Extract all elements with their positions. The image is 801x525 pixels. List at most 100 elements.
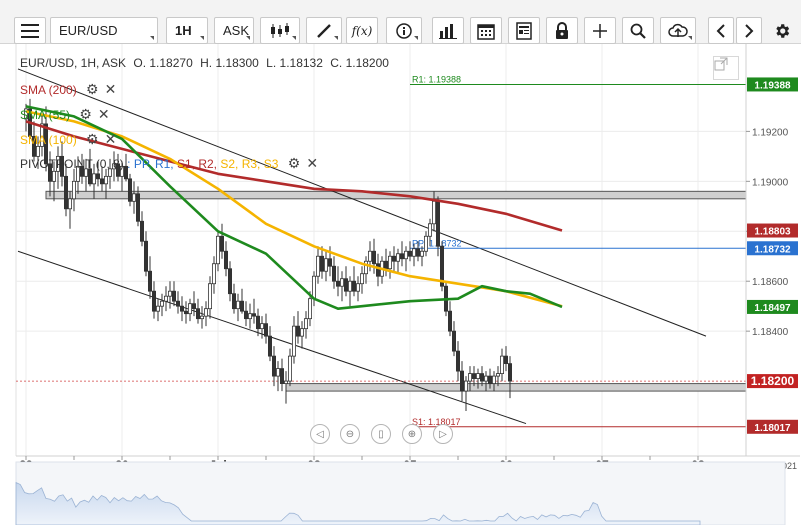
settings-gear-icon[interactable]: ⚙ (86, 81, 99, 97)
candle-body (307, 298, 312, 320)
calendar-icon[interactable] (470, 17, 502, 44)
candle-body (283, 380, 288, 384)
indicator-sma200[interactable]: SMA (200) ⚙ ✕ (20, 81, 116, 98)
arrow-right-icon[interactable] (736, 17, 762, 44)
candle-body (239, 300, 244, 312)
settings-gear-icon[interactable] (768, 17, 796, 44)
scroll-right-icon[interactable]: ▷ (433, 424, 453, 444)
menu-icon[interactable] (14, 17, 46, 44)
candle-body (415, 248, 420, 257)
zoom-icon[interactable] (622, 17, 654, 44)
candle-body (211, 263, 216, 285)
candle-body (60, 155, 65, 177)
candle-body (407, 250, 412, 257)
candle-body (104, 175, 109, 185)
candle-body (80, 165, 85, 177)
pivot-component: R1, (154, 157, 177, 171)
bar-volume-icon[interactable] (432, 17, 464, 44)
candle-body (431, 200, 436, 225)
candle-body (371, 250, 376, 265)
navigator-series (15, 481, 701, 525)
function-label: f(x) (351, 23, 373, 38)
chevron-down-icon (150, 36, 154, 40)
candle-body (155, 305, 160, 312)
candle-body (339, 278, 344, 287)
pivot-component: S3 (263, 157, 279, 171)
price-label: 1.18732 (754, 244, 791, 255)
candle-body (363, 260, 368, 275)
y-tick-label: 1.18600 (752, 277, 789, 288)
zoom-out-icon[interactable]: ⊖ (340, 424, 360, 444)
candle-body (295, 325, 300, 337)
cloud-upload-icon[interactable] (660, 17, 696, 44)
settings-gear-icon[interactable]: ⚙ (287, 155, 301, 171)
candle-body (76, 165, 81, 182)
candle-body (227, 268, 232, 295)
candle-body (475, 373, 480, 379)
y-tick-label: 1.19200 (752, 127, 789, 138)
timeframe-select[interactable]: 1H (166, 17, 208, 44)
symbol-select[interactable]: EUR/USD (50, 17, 158, 44)
symbol-line: EUR/USD, 1H, ASK (20, 56, 127, 70)
indicator-sma100[interactable]: SMA (100) ⚙ ✕ (20, 131, 116, 148)
candle-body (319, 255, 324, 272)
lock-icon[interactable] (546, 17, 578, 44)
settings-gear-icon[interactable]: ⚙ (79, 106, 92, 122)
indicator-label: SMA (200) (20, 83, 77, 97)
candle-body (419, 250, 424, 257)
price-chart[interactable]: R1: 1.19388 PP: 1.18732 S1: 1.18017 1.1920… (0, 44, 801, 525)
chevron-down-icon (334, 36, 338, 40)
candle-body (64, 175, 69, 210)
candle-body (219, 235, 224, 252)
info-icon[interactable] (386, 17, 422, 44)
chevron-down-icon (200, 36, 204, 40)
indicator-sma55[interactable]: SMA (55) ⚙ ✕ (20, 106, 110, 123)
zoom-in-icon[interactable]: ⊕ (402, 424, 422, 444)
candle-body (331, 265, 336, 282)
close-icon[interactable]: ✕ (97, 106, 110, 122)
chevron-down-icon (292, 36, 296, 40)
candle-body (127, 178, 132, 202)
crosshair-icon[interactable] (584, 17, 616, 44)
reset-view-icon[interactable]: ▯ (371, 424, 391, 444)
candle-body (143, 240, 148, 272)
candle-body (159, 300, 164, 307)
arrow-left-icon[interactable] (708, 17, 734, 44)
candlestick-icon[interactable] (260, 17, 300, 44)
pivot-component: R2, (198, 157, 221, 171)
draw-line-icon[interactable] (306, 17, 342, 44)
candle-body (423, 235, 428, 252)
candle-body (447, 310, 452, 332)
indicator-pivotpoint[interactable]: PIVOTPOINT (0, 8) : PP, R1, S1, R2, S2, … (20, 155, 318, 172)
candle-body (359, 273, 364, 285)
candle-body (135, 193, 140, 222)
candle-body (223, 250, 228, 270)
symbol-label: EUR/USD (59, 23, 118, 38)
candle-body (124, 165, 129, 180)
candle-body (235, 300, 240, 310)
expand-icon[interactable] (713, 56, 739, 80)
candle-body (36, 145, 41, 157)
candle-body (503, 355, 508, 365)
candle-body (395, 253, 400, 262)
function-icon[interactable]: f(x) (346, 17, 378, 44)
close-icon[interactable]: ✕ (306, 155, 319, 171)
candle-body (335, 280, 340, 287)
candle-body (483, 375, 488, 382)
high-value: H. 1.18300 (200, 56, 259, 70)
close-icon[interactable]: ✕ (104, 81, 117, 97)
close-icon[interactable]: ✕ (104, 131, 117, 147)
candle-body (207, 283, 212, 310)
price-side-select[interactable]: ASK (214, 17, 254, 44)
candle-body (131, 193, 136, 202)
news-icon[interactable] (508, 17, 540, 44)
candle-body (467, 373, 472, 382)
settings-gear-icon[interactable]: ⚙ (86, 131, 99, 147)
candle-body (191, 303, 196, 310)
candle-body (147, 270, 152, 292)
scroll-left-icon[interactable]: ◁ (310, 424, 330, 444)
support-resistance-zone (285, 383, 747, 392)
candle-body (459, 370, 464, 392)
price-label: 1.18803 (754, 227, 791, 238)
